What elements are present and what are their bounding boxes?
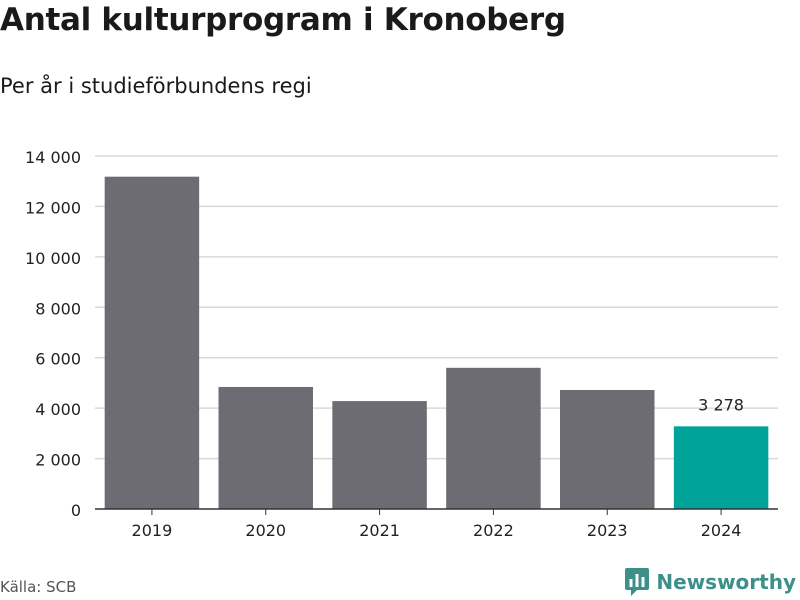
y-tick-label: 0 bbox=[71, 501, 81, 520]
y-tick-label: 12 000 bbox=[25, 198, 81, 217]
y-tick-label: 10 000 bbox=[25, 249, 81, 268]
y-axis-ticks: 0 2 000 4 000 6 000 8 000 10 000 12 000 14 000 bbox=[25, 148, 81, 520]
brand-logo: Newsworthy bbox=[625, 568, 796, 596]
x-axis-ticks: 2019 2020 2021 2022 2023 2024 bbox=[95, 508, 778, 540]
y-tick-label: 6 000 bbox=[35, 350, 81, 369]
bar-2024 bbox=[673, 426, 769, 509]
bars bbox=[104, 176, 769, 509]
bar-2022 bbox=[446, 367, 541, 509]
x-tick-label: 2021 bbox=[359, 521, 400, 540]
y-tick-label: 4 000 bbox=[35, 400, 81, 419]
bar-2019 bbox=[104, 176, 200, 509]
y-tick-label: 14 000 bbox=[25, 148, 81, 167]
chart-subtitle: Per år i studieförbundens regi bbox=[0, 74, 312, 98]
bar-2023 bbox=[560, 389, 655, 509]
chart-title: Antal kulturprogram i Kronoberg bbox=[0, 2, 566, 38]
newsworthy-logo-icon bbox=[625, 568, 650, 596]
x-tick-label: 2024 bbox=[701, 521, 742, 540]
grid-lines bbox=[95, 155, 778, 460]
x-tick-label: 2022 bbox=[473, 521, 514, 540]
bar-2020 bbox=[218, 386, 313, 509]
data-labels: 3 278 bbox=[698, 395, 744, 414]
y-tick-label: 8 000 bbox=[35, 299, 81, 318]
x-tick-label: 2019 bbox=[132, 521, 173, 540]
brand-name: Newsworthy bbox=[656, 570, 796, 594]
bar-2021 bbox=[332, 401, 427, 509]
y-tick-label: 2 000 bbox=[35, 451, 81, 470]
source-note: Källa: SCB bbox=[0, 578, 77, 596]
x-tick-label: 2020 bbox=[245, 521, 286, 540]
data-label: 3 278 bbox=[698, 395, 744, 414]
x-tick-label: 2023 bbox=[587, 521, 628, 540]
